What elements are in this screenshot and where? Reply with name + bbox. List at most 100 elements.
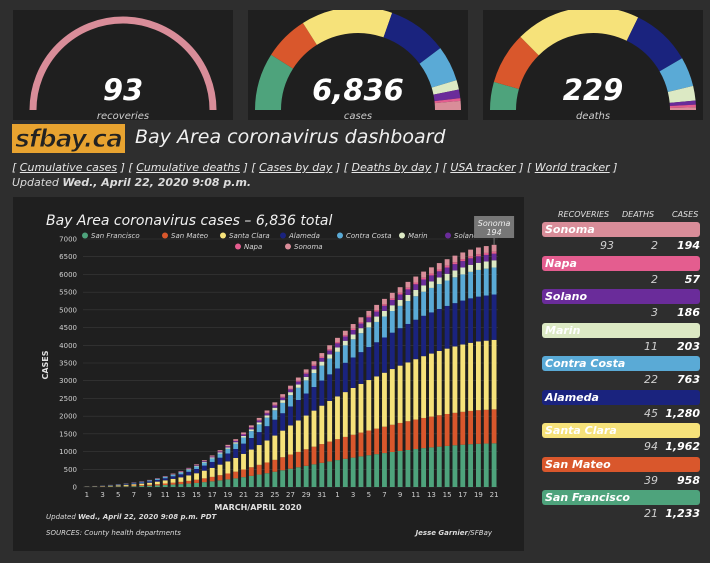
- bar-segment[interactable]: [131, 484, 137, 486]
- bar-segment[interactable]: [139, 482, 145, 484]
- bar-segment[interactable]: [139, 485, 145, 486]
- bar-segment[interactable]: [264, 462, 270, 474]
- bar-segment[interactable]: [311, 369, 317, 374]
- bar-segment[interactable]: [405, 281, 411, 288]
- bar-segment[interactable]: [201, 470, 207, 479]
- bar-segment[interactable]: [491, 260, 497, 268]
- bar-segment[interactable]: [327, 461, 333, 487]
- bar-segment[interactable]: [201, 460, 207, 461]
- bar-segment[interactable]: [311, 464, 317, 487]
- bar-segment[interactable]: [264, 426, 270, 441]
- bar-segment[interactable]: [468, 258, 474, 265]
- bar-segment[interactable]: [327, 400, 333, 442]
- bar-segment[interactable]: [248, 431, 254, 439]
- bar-segment[interactable]: [162, 477, 168, 479]
- bar-segment[interactable]: [382, 372, 387, 427]
- bar-segment[interactable]: [342, 345, 348, 363]
- bar-segment[interactable]: [366, 380, 372, 431]
- bar-segment[interactable]: [248, 427, 254, 428]
- bar-segment[interactable]: [186, 469, 192, 470]
- bar-segment[interactable]: [225, 444, 231, 447]
- bar-segment[interactable]: [382, 453, 387, 487]
- bar-segment[interactable]: [475, 254, 481, 257]
- bar-segment[interactable]: [452, 255, 458, 263]
- bar-segment[interactable]: [131, 483, 137, 485]
- bar-segment[interactable]: [491, 244, 497, 252]
- bar-segment[interactable]: [429, 275, 434, 282]
- bar-segment[interactable]: [491, 253, 497, 261]
- bar-segment[interactable]: [241, 437, 246, 444]
- bar-segment[interactable]: [405, 301, 411, 324]
- bar-segment[interactable]: [311, 365, 317, 370]
- bar-segment[interactable]: [397, 299, 403, 306]
- bar-segment[interactable]: [272, 402, 278, 405]
- bar-segment[interactable]: [248, 438, 254, 450]
- bar-segment[interactable]: [475, 341, 481, 411]
- bar-segment[interactable]: [397, 450, 403, 487]
- bar-segment[interactable]: [366, 310, 372, 316]
- bar-segment[interactable]: [201, 465, 207, 471]
- bar-segment[interactable]: [225, 479, 231, 487]
- bar-segment[interactable]: [280, 402, 286, 414]
- bar-segment[interactable]: [483, 340, 489, 410]
- bar-segment[interactable]: [264, 413, 270, 416]
- bar-segment[interactable]: [491, 409, 497, 444]
- bar-segment[interactable]: [194, 479, 199, 483]
- bar-segment[interactable]: [483, 443, 489, 487]
- bar-segment[interactable]: [201, 461, 207, 463]
- bar-segment[interactable]: [335, 343, 340, 348]
- bar-segment[interactable]: [178, 477, 184, 482]
- bar-segment[interactable]: [444, 267, 450, 274]
- bar-segment[interactable]: [209, 455, 215, 457]
- bar-segment[interactable]: [389, 305, 395, 312]
- bar-segment[interactable]: [460, 274, 466, 301]
- bar-segment[interactable]: [358, 328, 364, 334]
- bar-segment[interactable]: [350, 324, 356, 329]
- bar-segment[interactable]: [248, 475, 254, 487]
- bar-segment[interactable]: [154, 478, 160, 480]
- bar-segment[interactable]: [295, 381, 301, 385]
- bar-segment[interactable]: [429, 273, 434, 276]
- bar-segment[interactable]: [358, 383, 364, 433]
- bar-segment[interactable]: [209, 457, 215, 459]
- bar-segment[interactable]: [311, 387, 317, 411]
- bar-segment[interactable]: [201, 478, 207, 483]
- bar-segment[interactable]: [491, 443, 497, 487]
- bar-segment[interactable]: [342, 330, 348, 336]
- bar-segment[interactable]: [483, 409, 489, 444]
- bar-segment[interactable]: [327, 349, 333, 351]
- bar-segment[interactable]: [225, 473, 231, 480]
- bar-segment[interactable]: [319, 357, 325, 362]
- bar-segment[interactable]: [170, 478, 176, 483]
- bar-segment[interactable]: [217, 450, 223, 452]
- bar-segment[interactable]: [280, 394, 286, 397]
- bar-segment[interactable]: [327, 350, 333, 355]
- bar-segment[interactable]: [154, 484, 160, 486]
- bar-segment[interactable]: [264, 417, 270, 427]
- bar-segment[interactable]: [350, 339, 356, 358]
- bar-segment[interactable]: [147, 482, 152, 485]
- bar-segment[interactable]: [123, 484, 129, 485]
- bar-segment[interactable]: [436, 309, 442, 351]
- bar-segment[interactable]: [303, 373, 309, 377]
- bar-segment[interactable]: [319, 356, 325, 358]
- bar-segment[interactable]: [483, 295, 489, 341]
- bar-segment[interactable]: [186, 480, 192, 484]
- bar-segment[interactable]: [194, 466, 199, 469]
- bar-segment[interactable]: [303, 449, 309, 466]
- bar-segment[interactable]: [233, 448, 239, 458]
- bar-segment[interactable]: [460, 300, 466, 345]
- bar-segment[interactable]: [280, 413, 286, 431]
- bar-segment[interactable]: [444, 348, 450, 414]
- bar-segment[interactable]: [280, 396, 286, 398]
- bar-segment[interactable]: [217, 464, 223, 476]
- bar-segment[interactable]: [256, 474, 262, 487]
- bar-segment[interactable]: [295, 380, 301, 382]
- bar-segment[interactable]: [366, 347, 372, 381]
- bar-segment[interactable]: [335, 337, 340, 343]
- bar-segment[interactable]: [468, 256, 474, 259]
- bar-segment[interactable]: [413, 282, 419, 285]
- bar-segment[interactable]: [327, 345, 333, 350]
- bar-segment[interactable]: [389, 292, 395, 299]
- bar-segment[interactable]: [389, 299, 395, 306]
